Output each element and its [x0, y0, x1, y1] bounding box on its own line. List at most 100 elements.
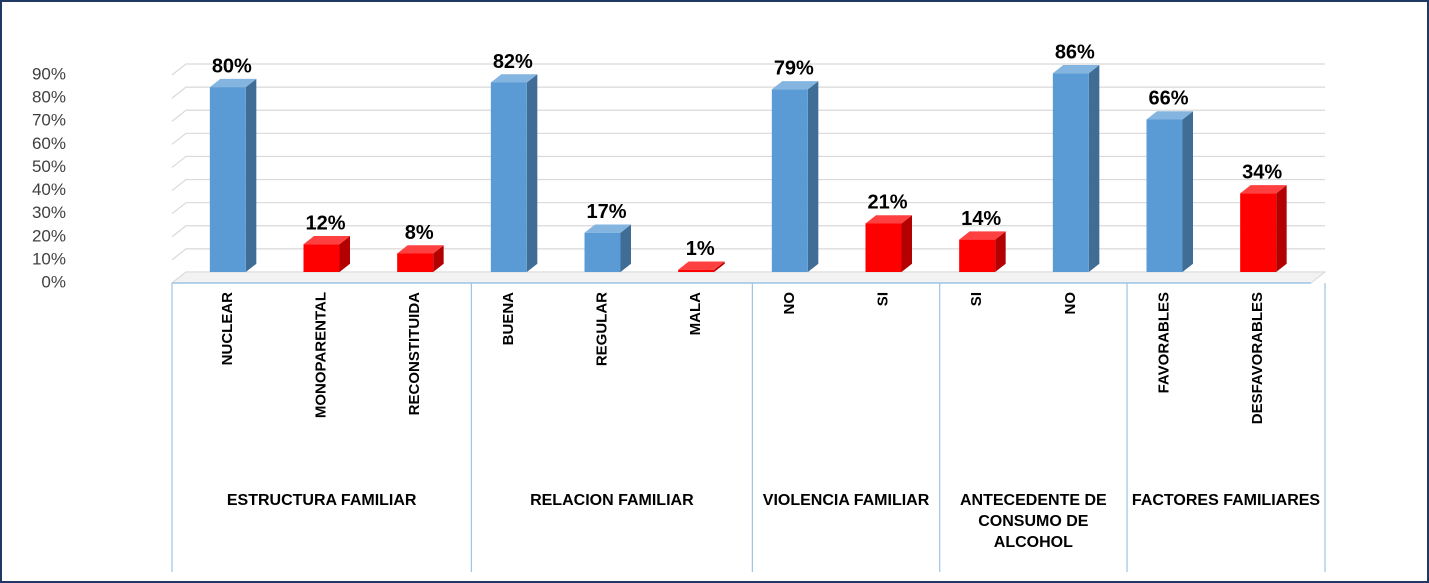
data-label: 34%: [1242, 162, 1282, 184]
grid-line: [171, 132, 1325, 145]
grid-line: [171, 248, 1325, 261]
y-tick-label: 40%: [32, 180, 66, 199]
group-label: RELACION FAMILIAR: [530, 492, 694, 509]
bar-top: [303, 236, 350, 245]
bar-side: [245, 78, 257, 272]
y-tick-label: 30%: [32, 203, 66, 222]
y-tick-label: 60%: [32, 134, 66, 153]
bar-side: [1276, 185, 1287, 272]
bar-side: [433, 245, 444, 272]
data-label: 21%: [867, 192, 907, 214]
bar-front: [490, 82, 527, 272]
bar-front: [865, 223, 902, 272]
bar-top: [1052, 64, 1100, 74]
group-label: ANTECEDENTE DE CONSUMO DE ALCOHOL: [960, 492, 1107, 551]
x-tick-label: NO: [1062, 292, 1079, 315]
y-tick-label: 90%: [32, 64, 66, 83]
bar: [1240, 185, 1287, 272]
bar-side: [1182, 111, 1193, 272]
bar-side: [901, 215, 912, 272]
group-label: ESTRUCTURA FAMILIAR: [226, 492, 417, 509]
bar-front: [678, 269, 715, 272]
bar-top: [209, 78, 257, 88]
bar-side: [339, 236, 350, 272]
x-tick-label: RECONSTITUIDA: [406, 292, 423, 416]
y-tick-label: 80%: [32, 88, 66, 107]
bar-front: [1146, 119, 1183, 272]
bar-front: [771, 89, 808, 272]
grid-line: [171, 178, 1325, 192]
y-tick-label: 10%: [32, 249, 66, 268]
grid-line: [171, 86, 1325, 99]
bar-top: [865, 215, 912, 224]
y-tick-label: 20%: [32, 226, 66, 245]
bar-front: [1052, 73, 1089, 272]
y-tick-label: 50%: [32, 157, 66, 176]
data-label: 79%: [774, 58, 814, 80]
grid-line: [171, 202, 1325, 215]
y-tick-label: 0%: [41, 272, 66, 291]
bar: [1146, 111, 1193, 272]
bar-front: [397, 253, 434, 272]
bar: [771, 81, 819, 272]
x-tick-label: BUENA: [500, 292, 517, 346]
bar-side: [1088, 64, 1100, 272]
bar-front: [1240, 193, 1277, 272]
bar: [959, 231, 1006, 272]
bar: [584, 224, 631, 272]
x-tick-label: MALA: [687, 292, 704, 335]
data-label: 80%: [212, 55, 252, 77]
bar: [865, 215, 912, 272]
bar: [397, 245, 444, 272]
grid-line: [171, 109, 1325, 122]
x-tick-label: NO: [781, 292, 798, 315]
bar: [303, 236, 350, 272]
floor: [170, 271, 1327, 284]
bar-top: [1240, 185, 1287, 194]
bar-top: [678, 261, 725, 270]
x-tick-label: REGULAR: [593, 292, 610, 366]
bar-front: [303, 244, 340, 272]
data-label: 66%: [1148, 88, 1188, 110]
bar-top: [1146, 111, 1193, 120]
bar-side: [807, 81, 819, 272]
y-tick-label: 70%: [32, 111, 66, 130]
bar: [678, 261, 725, 272]
bar-side: [620, 224, 631, 272]
x-tick-label: NUCLEAR: [219, 292, 236, 365]
group-label: VIOLENCIA FAMILIAR: [762, 492, 930, 509]
grid-line: [171, 225, 1325, 238]
x-tick-label: SI: [968, 292, 985, 306]
bar-top: [490, 74, 538, 83]
bar-top: [397, 245, 444, 254]
data-label: 14%: [961, 208, 1001, 230]
x-tick-label: FAVORABLES: [1155, 292, 1172, 393]
data-label: 1%: [686, 238, 715, 260]
data-label: 12%: [305, 213, 345, 235]
bar: [209, 78, 257, 272]
x-tick-label: DESFAVORABLES: [1249, 292, 1266, 424]
group-label: FACTORES FAMILIARES: [1131, 492, 1321, 509]
data-label: 86%: [1055, 42, 1095, 64]
bar: [490, 74, 538, 272]
bar-side: [714, 261, 725, 272]
data-label: 17%: [586, 201, 626, 223]
data-label: 8%: [405, 222, 434, 244]
bar-top: [584, 224, 631, 233]
bar-front: [959, 239, 996, 272]
x-tick-label: MONOPARENTAL: [312, 292, 329, 418]
x-tick-label: SI: [874, 292, 891, 306]
bar-front: [584, 232, 621, 272]
grid-line: [171, 155, 1325, 168]
data-label: 82%: [493, 51, 533, 73]
bar-top: [959, 231, 1006, 240]
bar-side: [526, 74, 538, 272]
bar-front: [209, 87, 246, 272]
grid-line: [171, 63, 1325, 76]
bar: [1052, 64, 1100, 272]
bar-top: [771, 81, 819, 90]
bar-side: [995, 231, 1006, 272]
